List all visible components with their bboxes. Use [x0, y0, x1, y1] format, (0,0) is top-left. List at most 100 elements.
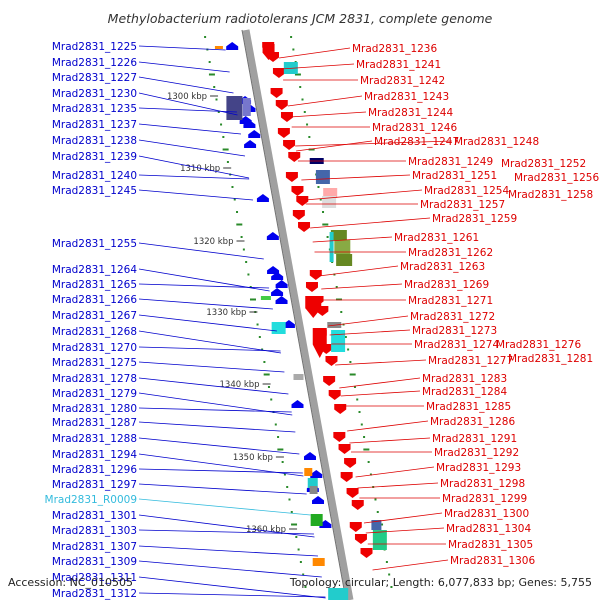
right-gene-label: Mrad2831_1281 [508, 353, 593, 365]
left-gene-label: Mrad2831_1279 [52, 388, 137, 400]
forward-gene-arrow [296, 196, 309, 206]
right-leader-line [281, 63, 355, 70]
tick-right [335, 286, 338, 288]
tick-left-major [249, 298, 256, 301]
right-leader-line [279, 47, 351, 59]
reverse-gene-arrow [312, 496, 325, 504]
forward-gene-arrow [334, 404, 347, 414]
tick-right [333, 273, 336, 276]
backbone-edge [241, 29, 347, 600]
left-leader-line [138, 45, 226, 51]
feature-box [226, 96, 243, 120]
left-leader-line [138, 576, 326, 599]
left-leader-line [138, 189, 254, 201]
right-gene-label: Mrad2831_1252 [501, 158, 586, 170]
left-gene-label: Mrad2831_1301 [52, 510, 137, 522]
tick-left [222, 136, 225, 138]
left-gene-label: Mrad2831_1225 [52, 41, 137, 53]
forward-gene-arrow [323, 376, 336, 386]
kbp-scale: 1300 kbp 1310 kbp 1320 kbp 1330 kbp 1340 kbp… [167, 92, 298, 535]
right-gene-label: Mrad2831_1273 [412, 325, 497, 337]
right-gene-label: Mrad2831_1246 [372, 122, 457, 134]
tick-right [353, 386, 356, 388]
right-leader-line [310, 217, 431, 229]
tick-right [303, 111, 306, 113]
left-leader-line [138, 123, 242, 135]
tick-left [288, 498, 291, 501]
tick-right [360, 423, 363, 426]
tick-left-major [263, 373, 270, 376]
tick-left [249, 286, 252, 288]
tick-left [270, 398, 273, 401]
left-leader-line [138, 529, 314, 535]
right-leader-line [296, 140, 373, 152]
right-gene-label: Mrad2831_1262 [408, 247, 493, 259]
left-leader-line [138, 76, 234, 94]
forward-gene-arrow [305, 282, 318, 292]
right-gene-label: Mrad2831_1276 [496, 339, 581, 351]
tick-right-major [294, 73, 301, 76]
forward-gene-arrow [277, 128, 290, 138]
left-gene-label: Mrad2831_1245 [52, 185, 137, 197]
feature-box [271, 322, 286, 334]
left-gene-label: Mrad2831_1266 [52, 294, 137, 306]
tick-left [258, 336, 261, 338]
right-gene-label: Mrad2831_1286 [430, 416, 515, 428]
tick-right [344, 336, 347, 338]
reverse-gene-arrow [271, 288, 284, 296]
right-leader-line [287, 95, 363, 107]
right-gene-label: Mrad2831_1293 [436, 462, 521, 474]
left-leader-line [138, 107, 237, 113]
right-leader-line [289, 111, 367, 118]
right-gene-label: Mrad2831_1272 [410, 311, 495, 323]
left-leader-line [138, 139, 246, 157]
right-gene-label: Mrad2831_1304 [446, 523, 531, 535]
reverse-gene-arrow [275, 280, 288, 288]
right-leader-line [335, 359, 427, 366]
right-gene-label: Mrad2831_1274 [414, 339, 499, 351]
tick-left [261, 348, 264, 351]
right-gene-label: Mrad2831_1248 [454, 136, 539, 148]
left-leader-line [138, 242, 264, 260]
kbp-mark-label: 1330 kbp [206, 308, 246, 318]
forward-gene-arrow [298, 222, 311, 232]
forward-gene-arrow [344, 458, 357, 468]
forward-gene-arrow [351, 500, 364, 510]
kbp-mark-label: 1310 kbp [180, 164, 220, 174]
left-leader-line [138, 377, 289, 395]
left-gene-label: Mrad2831_1265 [52, 279, 137, 291]
tick-left [231, 186, 234, 188]
left-leader-line [138, 421, 296, 433]
feature-box [331, 330, 346, 352]
tick-right [358, 411, 361, 413]
kbp-mark-label: 1360 kbp [246, 525, 286, 535]
right-leader-line [357, 482, 439, 489]
forward-gene-arrow [280, 112, 293, 122]
tick-left [297, 548, 300, 551]
left-gene-label: Mrad2831_1297 [52, 479, 137, 491]
feature-box [315, 170, 330, 184]
feature-box [330, 230, 347, 240]
kbp-mark-label: 1350 kbp [233, 453, 273, 463]
tick-left-major [277, 448, 284, 451]
tick-left [247, 273, 250, 276]
tick-right-major [322, 223, 329, 226]
forward-gene-arrow [349, 522, 362, 532]
right-leader-line [304, 189, 423, 201]
left-gene-label: Mrad2831_1239 [52, 151, 137, 163]
right-leader-line [327, 315, 409, 327]
forward-gene-arrow [272, 68, 285, 78]
tick-left [283, 473, 286, 476]
feature-box [304, 468, 313, 476]
tick-right [390, 586, 393, 588]
right-leader-line [301, 174, 411, 181]
backbone-line [242, 29, 354, 600]
tick-left [295, 536, 298, 538]
left-gene-label: Mrad2831_1296 [52, 464, 137, 476]
right-leader-line [329, 329, 411, 336]
feature-box [372, 530, 387, 550]
feature-box [242, 98, 251, 116]
tick-left [242, 248, 245, 251]
tick-left [274, 423, 277, 426]
right-gene-label: Mrad2831_1249 [408, 156, 493, 168]
